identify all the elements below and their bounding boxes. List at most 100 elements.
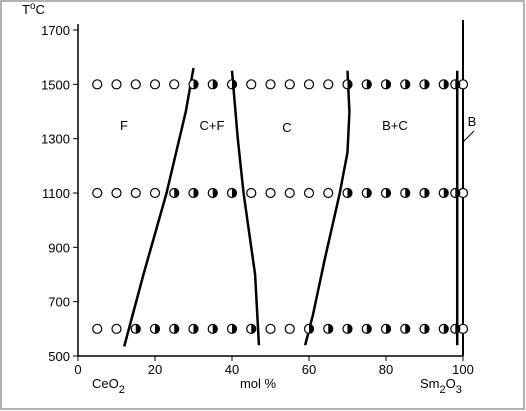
point-half (347, 79, 352, 89)
point (380, 187, 392, 199)
point-outline (323, 187, 334, 199)
region-label: B (468, 114, 477, 129)
y-tick-label: 900 (48, 240, 70, 255)
point (284, 323, 295, 334)
point-outline (246, 187, 257, 199)
point (303, 323, 315, 334)
point-half (212, 188, 218, 198)
point (207, 79, 218, 90)
point-half (455, 188, 460, 198)
point (92, 79, 103, 90)
point (361, 187, 372, 199)
point-outline (111, 323, 122, 334)
point (188, 187, 199, 199)
point (149, 187, 161, 199)
x-left-label: CeO2 (92, 376, 125, 396)
phase-boundary (303, 70, 351, 346)
y-tick-label: 1100 (42, 186, 70, 201)
point-outline (111, 187, 122, 199)
point (419, 79, 430, 90)
point-half (424, 79, 429, 89)
point (265, 187, 276, 199)
y-label-part: C (36, 2, 45, 17)
point (130, 187, 141, 199)
point (450, 79, 461, 90)
point-half (455, 79, 460, 89)
point (149, 323, 161, 334)
point-outline (92, 187, 103, 199)
point (323, 79, 334, 90)
point-half (212, 79, 218, 89)
region-label: F (120, 118, 128, 133)
point (438, 79, 449, 90)
point (284, 79, 295, 90)
point (342, 323, 353, 334)
point (380, 79, 392, 90)
x-tick-label: 80 (379, 362, 393, 377)
point (246, 187, 257, 199)
point (226, 187, 238, 199)
point-outline (284, 323, 295, 334)
point-half (232, 188, 237, 198)
x-tick-label: 0 (74, 362, 81, 377)
point (111, 323, 122, 334)
point-half (328, 324, 333, 334)
point-half (193, 79, 198, 89)
x-tick-label: 60 (302, 362, 316, 377)
point (188, 79, 199, 90)
point-outline (284, 79, 295, 90)
point-outline (92, 79, 103, 90)
point-half (424, 324, 429, 334)
x-right-part: Sm (420, 376, 440, 391)
point-half (155, 324, 160, 334)
point-half (443, 324, 449, 334)
x-right-sub: 2 (440, 384, 446, 396)
point-half (443, 79, 449, 89)
point-half (193, 188, 198, 198)
point-half (347, 188, 352, 198)
point (419, 323, 430, 334)
point-half (135, 324, 141, 334)
point (303, 187, 315, 199)
point-half (424, 188, 429, 198)
point-outline (265, 187, 276, 199)
point (169, 187, 180, 199)
point-half (174, 188, 179, 198)
point (400, 79, 411, 90)
x-tick-label: 100 (452, 362, 474, 377)
point (450, 323, 461, 334)
point (361, 79, 372, 90)
point (207, 187, 218, 199)
point (438, 187, 449, 199)
phase-boundary (230, 70, 261, 346)
point (226, 79, 238, 90)
point (92, 323, 103, 334)
point (323, 187, 334, 199)
phase-boundary (122, 67, 195, 347)
point-outline (111, 79, 122, 90)
point (284, 187, 295, 199)
point-outline (323, 79, 334, 90)
point (438, 323, 449, 334)
y-tick-label: 700 (48, 295, 70, 310)
x-axis-label: mol % (240, 376, 277, 391)
point (450, 187, 461, 199)
point-half (386, 188, 391, 198)
point-outline (303, 187, 315, 199)
point-outline (246, 79, 257, 90)
point-half (232, 79, 237, 89)
point (188, 323, 199, 334)
x-tick-label: 40 (225, 362, 239, 377)
region-label: C+F (200, 118, 225, 133)
point (265, 79, 276, 90)
point-outline (265, 323, 276, 334)
y-tick-label: 1300 (41, 132, 70, 147)
point-half (405, 324, 410, 334)
x-left-sub: 2 (119, 384, 125, 396)
x-left-part: CeO (92, 376, 119, 391)
point (323, 323, 334, 334)
point (303, 79, 315, 90)
point (130, 79, 141, 90)
point-half (405, 79, 410, 89)
